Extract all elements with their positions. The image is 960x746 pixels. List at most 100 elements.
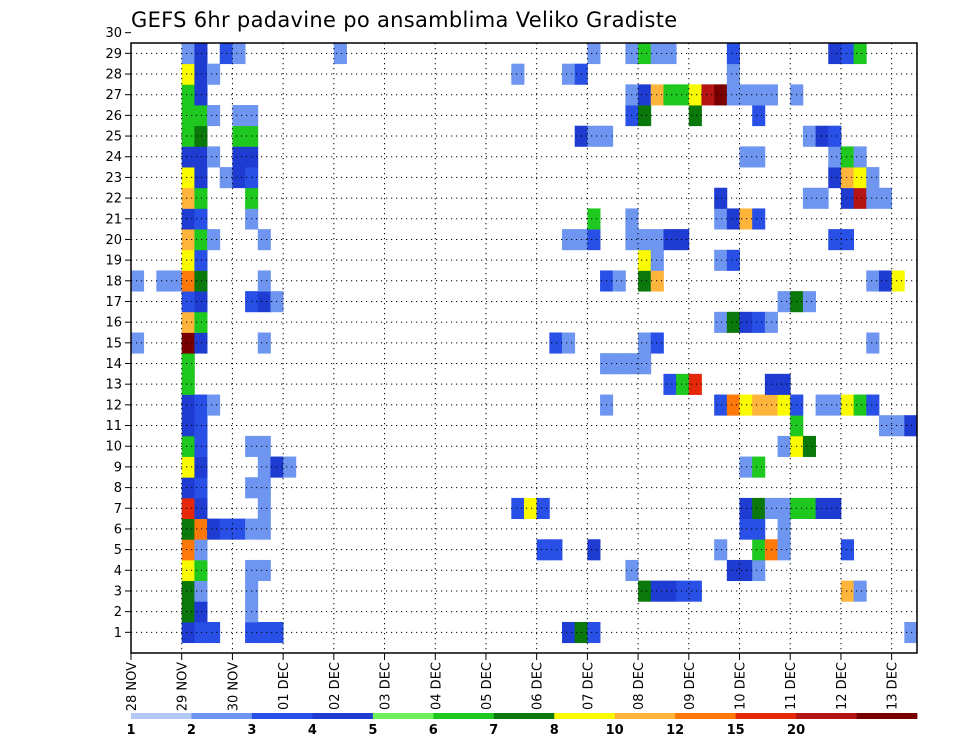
heatmap-cell (688, 84, 702, 106)
heatmap-cell (194, 291, 208, 313)
y-tick-label: 29 (105, 47, 122, 62)
heatmap-cell (536, 497, 550, 519)
y-tick-label: 10 (105, 440, 122, 455)
heatmap-cell (866, 332, 880, 354)
x-tick-label: 13 DEC (886, 662, 901, 710)
heatmap-cell (802, 497, 816, 519)
heatmap-cell (752, 518, 766, 540)
heatmap-cell (194, 435, 208, 457)
heatmap-cell (257, 621, 271, 644)
heatmap-cell (853, 394, 867, 416)
heatmap-cell (840, 394, 855, 416)
heatmap-cell (828, 167, 842, 189)
heatmap-cell (181, 621, 195, 644)
heatmap-cell (878, 415, 893, 437)
heatmap-cell (587, 43, 601, 65)
heatmap-cell (891, 270, 905, 292)
heatmap-cell (663, 580, 677, 602)
heatmap-cell (257, 497, 271, 519)
y-tick-label: 3 (114, 584, 122, 599)
heatmap-cell (194, 580, 208, 602)
heatmap-cell (181, 559, 195, 582)
x-axis-ticks: 28 NOV 29 NOV 30 NOV 01 DEC 02 DEC 03 DEC 04 D… (125, 653, 901, 711)
heatmap-cell (638, 84, 652, 106)
heatmap-cell (840, 43, 855, 65)
legend-label: 4 (308, 723, 317, 738)
heatmap-cell (663, 84, 677, 106)
y-tick-label: 19 (105, 254, 122, 269)
heatmap-cell (549, 539, 563, 561)
heatmap-cell (194, 270, 208, 292)
heatmap-cell (562, 332, 576, 354)
heatmap-cell (676, 373, 690, 395)
legend-swatch (554, 713, 616, 719)
y-tick-label: 6 (114, 522, 122, 537)
heatmap-cell (181, 477, 195, 499)
y-tick-label: 5 (114, 543, 122, 558)
heatmap-cell (853, 146, 867, 168)
heatmap-cell (181, 270, 195, 292)
heatmap-cell (840, 539, 855, 561)
heatmap-cell (638, 353, 652, 375)
heatmap-cell (638, 229, 652, 251)
heatmap-cell (676, 229, 690, 251)
y-tick-label: 30 (105, 26, 122, 41)
heatmap-cell (181, 43, 195, 65)
heatmap-cell (131, 270, 145, 292)
heatmap-cell (714, 311, 728, 333)
heatmap-cell (181, 208, 195, 230)
heatmap-cell (194, 63, 208, 85)
heatmap-cell (181, 456, 195, 478)
heatmap-cell (676, 580, 690, 602)
heatmap-cell (232, 105, 246, 127)
heatmap-cell (194, 105, 208, 127)
y-tick-label: 7 (114, 502, 122, 517)
legend-swatch (372, 713, 434, 719)
heatmap-cell (207, 146, 221, 168)
x-tick-label: 06 DEC (531, 662, 546, 710)
heatmap-cell (562, 63, 576, 85)
heatmap-cell (802, 125, 816, 147)
y-tick-label: 26 (105, 109, 122, 124)
heatmap-cell (181, 435, 195, 457)
y-tick-label: 27 (105, 88, 122, 103)
heatmap-cell (181, 518, 195, 540)
heatmap-cell (650, 249, 664, 271)
heatmap-cell (650, 84, 664, 106)
heatmap-cell (511, 63, 525, 85)
x-tick-label: 12 DEC (835, 662, 850, 710)
heatmap-cell (638, 332, 652, 354)
heatmap-cell (650, 229, 664, 251)
heatmap-cell (840, 229, 855, 251)
x-tick-label: 05 DEC (480, 662, 495, 710)
heatmap-cell (194, 601, 208, 623)
heatmap-cell (777, 435, 791, 457)
heatmap-cell (257, 456, 271, 478)
y-tick-label: 8 (114, 481, 122, 496)
heatmap-cell (181, 146, 195, 168)
heatmap-cell (587, 621, 601, 644)
heatmap-cell (726, 43, 740, 65)
heatmap-cell (587, 229, 601, 251)
heatmap-cell (650, 270, 664, 292)
heatmap-cell (726, 249, 740, 271)
legend-label: 5 (368, 723, 377, 738)
heatmap-cell (714, 84, 728, 106)
heatmap-cell (866, 167, 880, 189)
legend-label: 8 (550, 723, 559, 738)
heatmap-cell (853, 187, 867, 209)
heatmap-cell (194, 146, 208, 168)
x-tick-label: 29 NOV (176, 662, 191, 711)
heatmap-cell (752, 497, 766, 519)
heatmap-cell (257, 435, 271, 457)
legend-label: 7 (489, 723, 498, 738)
y-tick-label: 12 (105, 398, 122, 413)
x-tick-label: 02 DEC (328, 662, 343, 710)
heatmap-cell (853, 580, 867, 602)
heatmap-cell (714, 208, 728, 230)
heatmap-cell (257, 291, 271, 313)
y-tick-label: 17 (105, 295, 122, 310)
heatmap-cell (181, 229, 195, 251)
heatmap-cell (181, 63, 195, 85)
